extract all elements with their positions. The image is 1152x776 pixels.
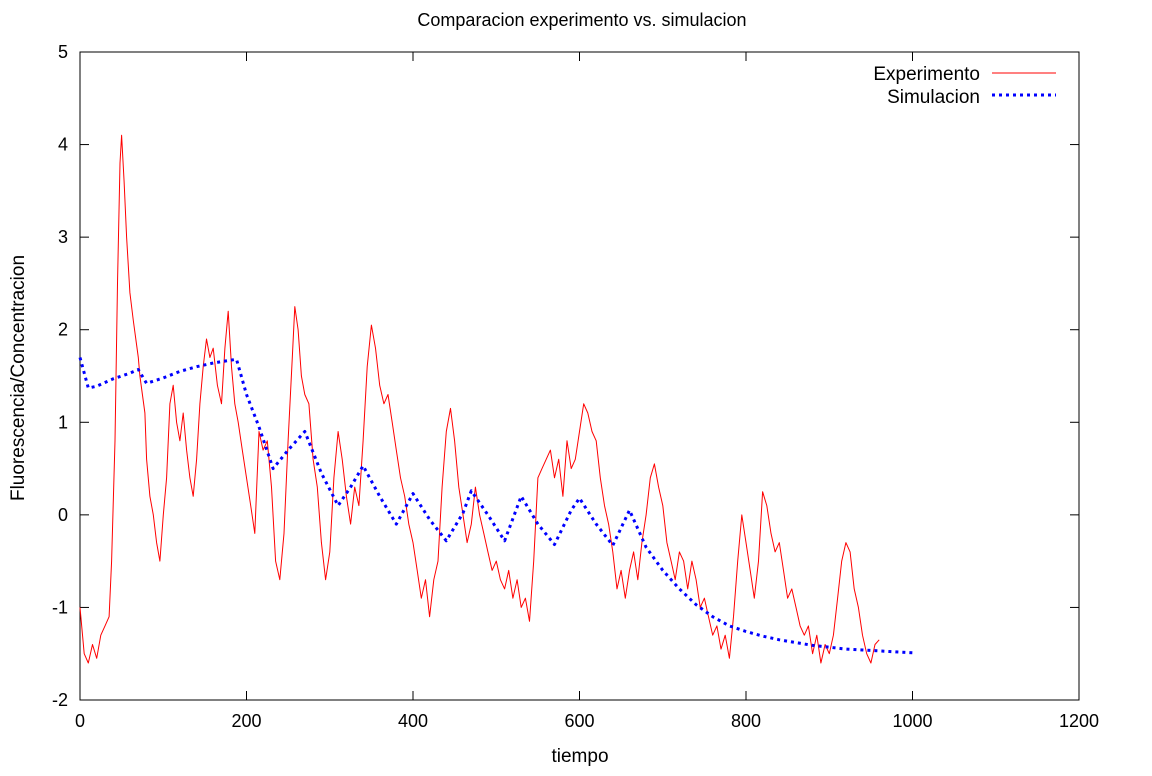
y-tick-label-1: 1 — [58, 412, 68, 432]
series-line-experimento — [79, 134, 880, 664]
axis-ticks — [79, 51, 1080, 701]
legend-label-experimento: Experimento — [873, 64, 980, 85]
axis-tick-labels: 0 200 400 600 800 1000 1200 -2 -1 0 1 2 3 4 5 — [52, 42, 1099, 731]
x-tick-label-600: 600 — [564, 711, 594, 731]
y-tick-label-3: 3 — [58, 227, 68, 247]
legend-label-simulacion: Simulacion — [887, 87, 980, 108]
y-axis-label: Fluorescencia/Concentracion — [8, 255, 29, 501]
x-axis-label: tiempo — [551, 746, 608, 767]
y-tick-label-0: 0 — [58, 505, 68, 525]
y-tick-label-5: 5 — [58, 42, 68, 62]
y-tick-label-2: 2 — [58, 320, 68, 340]
y-tick-label-4: 4 — [58, 135, 68, 155]
legend: Experimento Simulacion — [873, 64, 1056, 108]
x-tick-label-0: 0 — [75, 711, 85, 731]
x-tick-label-1200: 1200 — [1059, 711, 1099, 731]
x-tick-label-800: 800 — [731, 711, 761, 731]
series-layer — [78, 134, 913, 664]
x-tick-label-200: 200 — [231, 711, 261, 731]
series-line-simulacion — [78, 357, 913, 655]
x-tick-label-400: 400 — [398, 711, 428, 731]
x-tick-label-1000: 1000 — [892, 711, 932, 731]
y-tick-label--2: -2 — [52, 690, 68, 710]
chart-title: Comparacion experimento vs. simulacion — [417, 10, 746, 30]
y-tick-label--1: -1 — [52, 597, 68, 617]
